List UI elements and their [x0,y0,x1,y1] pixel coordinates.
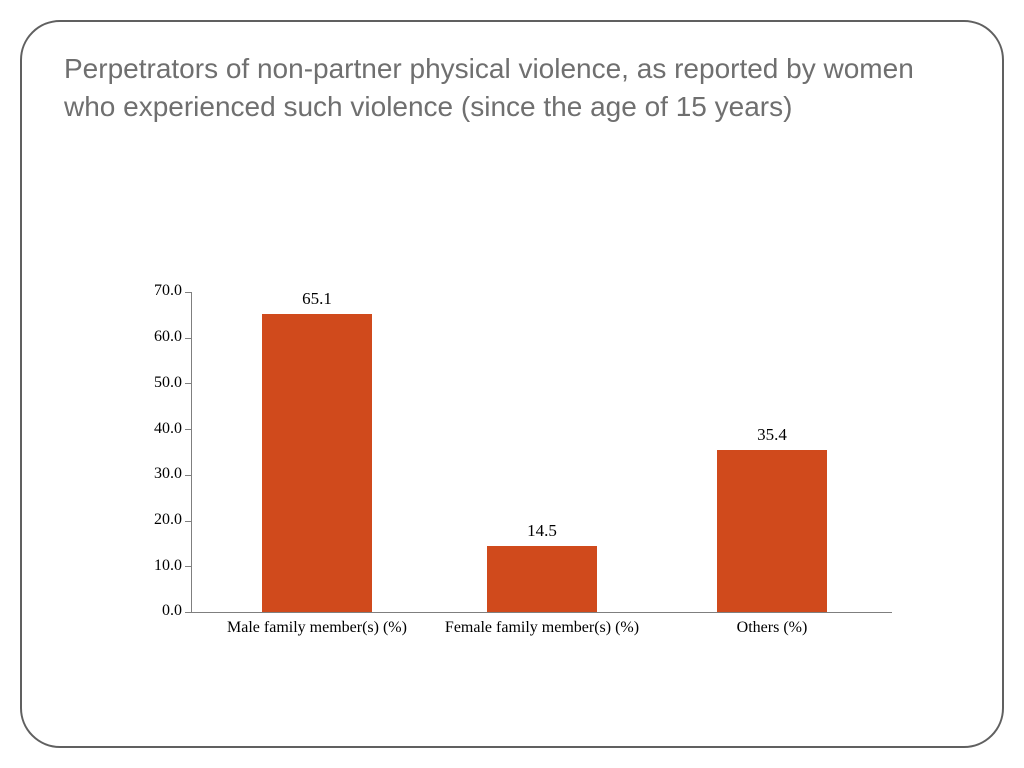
bar [487,546,597,612]
slide-title: Perpetrators of non-partner physical vio… [64,50,960,126]
x-category-label: Female family member(s) (%) [432,618,652,638]
bar [262,314,372,612]
y-axis-line [191,292,192,612]
y-tick-label: 20.0 [132,511,182,529]
x-axis-line [191,612,892,613]
slide-frame: Perpetrators of non-partner physical vio… [20,20,1004,748]
y-tick [185,475,191,476]
chart-container: 0.0 10.0 20.0 30.0 40.0 50.0 60.0 70.0 65.1 Male … [132,282,932,702]
y-tick [185,429,191,430]
y-tick [185,383,191,384]
y-tick [185,292,191,293]
y-tick [185,566,191,567]
y-tick [185,521,191,522]
y-tick [185,338,191,339]
y-tick-label: 10.0 [132,557,182,575]
y-tick-label: 70.0 [132,282,182,300]
bar [717,450,827,612]
bar-value-label: 14.5 [482,521,602,541]
y-tick-label: 40.0 [132,420,182,438]
bar-value-label: 65.1 [257,289,377,309]
bar-chart: 0.0 10.0 20.0 30.0 40.0 50.0 60.0 70.0 65.1 Male … [132,282,932,702]
y-tick-label: 60.0 [132,328,182,346]
y-tick-label: 0.0 [132,602,182,620]
plot-area [192,292,892,612]
x-category-label: Others (%) [662,618,882,638]
bar-value-label: 35.4 [712,425,832,445]
y-tick-label: 50.0 [132,374,182,392]
x-category-label: Male family member(s) (%) [207,618,427,638]
y-tick [185,612,191,613]
y-tick-label: 30.0 [132,465,182,483]
